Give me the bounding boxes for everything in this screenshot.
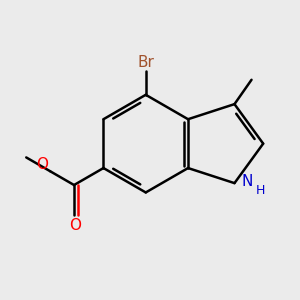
Text: O: O [69,218,81,233]
Text: N: N [242,173,253,188]
Text: O: O [36,158,48,172]
Text: Br: Br [137,55,154,70]
Text: H: H [256,184,266,197]
